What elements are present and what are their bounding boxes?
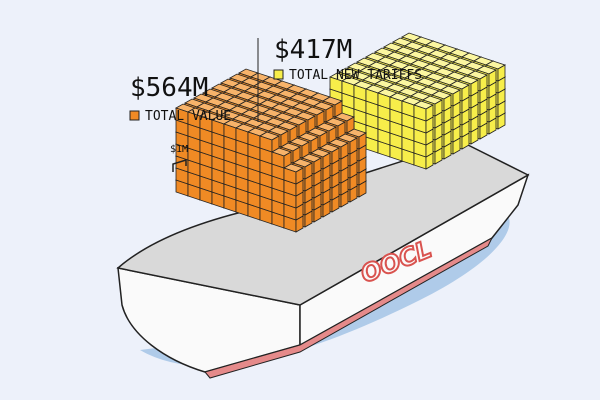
value-swatch	[129, 110, 140, 121]
container	[304, 162, 313, 180]
hull-stripe	[204, 236, 494, 379]
container	[470, 79, 479, 97]
container	[452, 89, 461, 107]
tariff-swatch	[273, 69, 284, 80]
container	[322, 152, 331, 170]
value-label: TOTAL VALUE	[145, 109, 231, 124]
container	[340, 142, 349, 160]
containers	[175, 32, 506, 233]
container	[425, 104, 434, 122]
container	[443, 94, 452, 112]
container	[434, 99, 443, 117]
container	[497, 64, 506, 82]
container	[358, 132, 367, 150]
container	[295, 167, 304, 185]
container	[479, 74, 488, 92]
unit-label: $1M	[170, 144, 188, 155]
container	[349, 137, 358, 155]
unit-bracket	[172, 158, 187, 172]
container	[461, 84, 470, 102]
container	[488, 69, 497, 87]
value-amount: $564M	[130, 73, 208, 103]
container	[331, 147, 340, 165]
container	[313, 157, 322, 175]
tariff-amount: $417M	[274, 35, 352, 65]
tariff-label: TOTAL NEW TARIFFS	[289, 68, 422, 83]
